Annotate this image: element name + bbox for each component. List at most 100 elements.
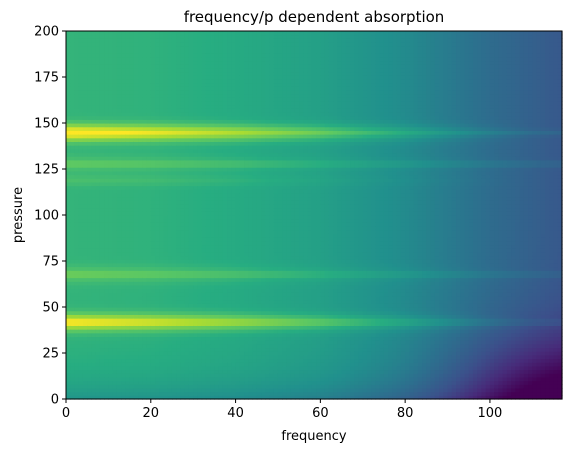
heatmap-cell [227, 284, 232, 290]
heatmap-cell [133, 163, 139, 168]
heatmap-cell [138, 148, 143, 154]
heatmap-cell [66, 343, 71, 349]
heatmap-cell [252, 266, 258, 271]
heatmap-cell [121, 31, 126, 36]
heatmap-cell [66, 284, 71, 290]
heatmap-cell [273, 336, 279, 341]
heatmap-cell [239, 218, 245, 223]
heatmap-cell [116, 56, 122, 62]
heatmap-cell [91, 259, 97, 264]
heatmap-cell [167, 93, 173, 98]
heatmap-cell [222, 266, 228, 271]
heatmap-cell [214, 369, 220, 374]
heatmap-cell [87, 185, 93, 190]
heatmap-cell [167, 189, 173, 194]
heatmap-cell [146, 226, 152, 231]
heatmap-cell [138, 295, 143, 301]
heatmap-cell [70, 56, 76, 62]
heatmap-cell [155, 325, 160, 330]
heatmap-cell [163, 111, 169, 117]
heatmap-cell [95, 137, 101, 142]
heatmap-cell [188, 45, 194, 50]
heatmap-cell [66, 189, 71, 194]
heatmap-cell [231, 126, 237, 131]
heatmap-cell [99, 126, 105, 131]
heatmap-cell [269, 248, 275, 253]
heatmap-cell [163, 273, 169, 279]
heatmap-cell [193, 299, 199, 304]
heatmap-cell [121, 218, 126, 223]
heatmap-cell [138, 170, 143, 176]
heatmap-cell [70, 64, 76, 69]
heatmap-cell [125, 100, 131, 106]
heatmap-cell [256, 148, 262, 154]
heatmap-cell [184, 82, 190, 87]
heatmap-cell [222, 71, 228, 76]
heatmap-cell [91, 93, 97, 98]
heatmap-cell [244, 60, 249, 65]
heatmap-cell [256, 82, 262, 87]
heatmap-cell [70, 97, 76, 102]
heatmap-cell [269, 307, 275, 312]
heatmap-cell [201, 119, 207, 124]
heatmap-cell [82, 159, 88, 165]
heatmap-cell [116, 130, 122, 135]
heatmap-cell [138, 325, 143, 330]
heatmap-cell [188, 31, 194, 36]
heatmap-cell [99, 148, 105, 154]
heatmap-cell [159, 369, 165, 374]
heatmap-cell [214, 318, 220, 323]
heatmap-cell [248, 174, 254, 179]
heatmap-cell [142, 111, 148, 117]
heatmap-cell [248, 31, 254, 36]
heatmap-cell [273, 365, 279, 371]
heatmap-cell [99, 284, 105, 290]
heatmap-cell [205, 329, 211, 334]
heatmap-cell [167, 192, 173, 198]
heatmap-cell [197, 233, 203, 238]
heatmap-cell [155, 75, 160, 80]
heatmap-cell [193, 49, 199, 54]
heatmap-cell [159, 318, 165, 323]
heatmap-cell [104, 64, 109, 69]
heatmap-cell [235, 126, 241, 131]
heatmap-cell [210, 119, 215, 124]
heatmap-cell [273, 45, 279, 50]
heatmap-cell [87, 270, 93, 275]
heatmap-cell [146, 207, 152, 212]
heatmap-cell [171, 387, 177, 393]
heatmap-cell [184, 351, 190, 356]
heatmap-cell [227, 387, 232, 393]
heatmap-cell [146, 284, 152, 290]
heatmap-cell [108, 108, 114, 113]
heatmap-cell [265, 387, 271, 393]
heatmap-cell [138, 384, 143, 389]
heatmap-cell [227, 281, 232, 286]
heatmap-cell [74, 64, 80, 69]
heatmap-cell [129, 270, 135, 275]
heatmap-cell [125, 123, 131, 128]
heatmap-cell [227, 97, 232, 102]
heatmap-cell [70, 318, 76, 323]
heatmap-cell [239, 71, 245, 76]
heatmap-cell [163, 192, 169, 198]
heatmap-cell [231, 314, 237, 319]
heatmap-cell [70, 295, 76, 301]
heatmap-cell [78, 93, 84, 98]
heatmap-cell [205, 299, 211, 304]
heatmap-cell [252, 196, 258, 201]
heatmap-cell [91, 100, 97, 106]
heatmap-cell [227, 233, 232, 238]
heatmap-cell [142, 82, 148, 87]
heatmap-cell [78, 310, 84, 315]
heatmap-cell [112, 38, 118, 43]
heatmap-cell [171, 391, 177, 396]
heatmap-cell [66, 119, 71, 124]
heatmap-cell [112, 354, 118, 360]
heatmap-cell [82, 53, 88, 58]
heatmap-cell [184, 126, 190, 131]
heatmap-cell [70, 281, 76, 286]
heatmap-cell [197, 156, 203, 161]
heatmap-cell [91, 266, 97, 271]
heatmap-cell [235, 130, 241, 135]
